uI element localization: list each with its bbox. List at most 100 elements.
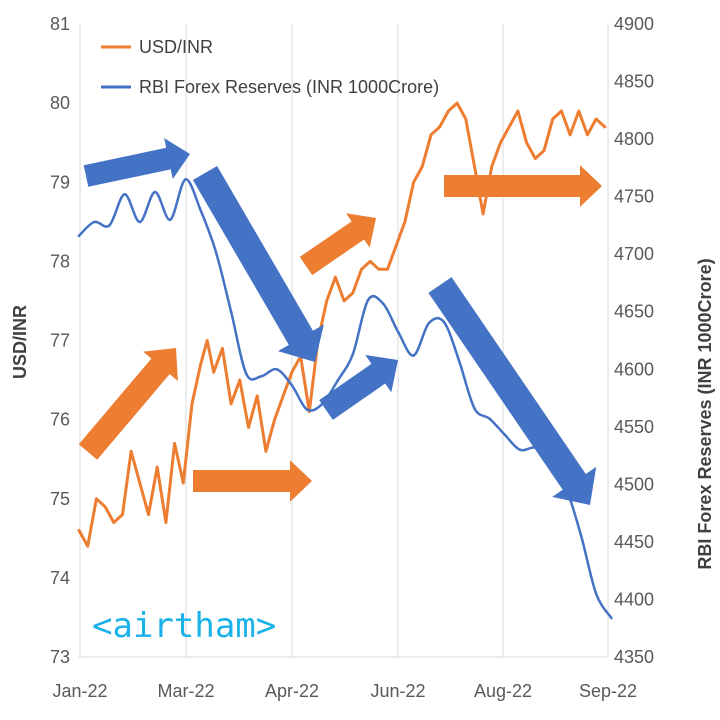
data-point-usd-inr (551, 117, 554, 121)
data-point-usd-inr (264, 450, 268, 453)
data-point-usd-inr (481, 212, 485, 216)
y-right-tick-label: 4500 (614, 474, 654, 494)
data-point-forex (397, 331, 400, 334)
data-point-usd-inr (238, 378, 242, 382)
data-point-usd-inr (594, 117, 598, 121)
data-point-forex (229, 310, 233, 314)
data-point-usd-inr (542, 149, 546, 152)
data-point-usd-inr (516, 109, 520, 113)
y-left-tick-label: 76 (50, 410, 70, 430)
data-point-usd-inr (173, 442, 176, 445)
data-point-forex (579, 533, 583, 537)
data-point-forex (610, 616, 613, 620)
series-line-usd-inr (77, 101, 607, 548)
y-left-tick-label: 73 (50, 647, 70, 667)
data-point-forex (123, 193, 126, 196)
y-right-tick-label: 4800 (614, 129, 654, 149)
data-point-forex (305, 408, 309, 411)
y-left-tick-label: 80 (50, 93, 70, 113)
y-left-tick-label: 78 (50, 251, 70, 271)
left-axis-title: USD/INR (10, 305, 30, 379)
data-point-usd-inr (155, 465, 159, 469)
x-tick-label: Mar-22 (157, 681, 214, 701)
annotation-arrow-orange (78, 348, 178, 460)
annotation-arrow-orange (193, 460, 312, 502)
data-point-forex (138, 220, 142, 224)
data-point-forex (214, 250, 218, 254)
data-point-usd-inr (360, 268, 363, 271)
data-point-usd-inr (129, 450, 133, 453)
data-point-usd-inr (77, 529, 81, 532)
data-point-usd-inr (147, 513, 150, 516)
annotation-arrow-blue (192, 165, 324, 362)
data-point-usd-inr (386, 268, 389, 271)
legend-label-forex: RBI Forex Reserves (INR 1000Crore) (139, 77, 439, 97)
data-point-forex (199, 209, 202, 212)
right-axis-title: RBI Forex Reserves (INR 1000Crore) (695, 258, 715, 569)
data-point-usd-inr (534, 157, 537, 160)
x-tick-label: Jun-22 (370, 681, 425, 701)
y-left-tick-label: 77 (50, 331, 70, 351)
annotation-arrows (78, 138, 602, 505)
legend-label-usd-inr: USD/INR (139, 37, 213, 57)
data-point-usd-inr (255, 394, 259, 398)
data-point-usd-inr (247, 426, 250, 429)
data-point-forex (442, 320, 446, 324)
data-point-forex (92, 220, 96, 224)
data-point-usd-inr (473, 165, 476, 168)
annotation-arrow-blue (428, 277, 597, 505)
data-point-usd-inr (205, 339, 209, 342)
annotation-arrow-blue (319, 354, 398, 420)
data-point-forex (108, 224, 111, 227)
data-point-usd-inr (421, 165, 424, 168)
data-point-usd-inr (429, 133, 433, 137)
data-point-usd-inr (568, 133, 572, 137)
data-point-usd-inr (290, 370, 294, 374)
data-point-usd-inr (351, 291, 355, 295)
data-point-forex (427, 321, 431, 325)
y-left-tick-label: 81 (50, 14, 70, 34)
right-axis-ticks: 4350 4400 4450 4500 4550 4600 4650 4700 4750 4800… (614, 14, 654, 667)
data-point-usd-inr (121, 513, 124, 516)
y-right-tick-label: 4350 (614, 647, 654, 667)
data-point-forex (169, 218, 172, 221)
data-point-usd-inr (112, 521, 116, 524)
y-right-tick-label: 4650 (614, 302, 654, 322)
data-point-usd-inr (447, 109, 450, 113)
data-point-usd-inr (229, 402, 233, 406)
y-right-tick-label: 4700 (614, 244, 654, 264)
data-point-usd-inr (377, 268, 381, 271)
data-point-usd-inr (412, 181, 415, 184)
y-right-tick-label: 4450 (614, 532, 654, 552)
data-point-forex (336, 379, 339, 383)
data-point-usd-inr (86, 544, 89, 548)
data-point-usd-inr (281, 394, 285, 398)
data-point-forex (518, 448, 522, 452)
data-point-usd-inr (394, 244, 398, 247)
y-right-tick-label: 4750 (614, 187, 654, 207)
watermark-logo: <airtham> (92, 606, 276, 646)
data-point-usd-inr (342, 299, 346, 303)
data-point-usd-inr (464, 117, 468, 121)
data-point-forex (457, 359, 461, 363)
data-point-forex (184, 178, 187, 181)
data-point-usd-inr (490, 165, 494, 168)
annotation-arrow-blue (83, 138, 191, 187)
legend: USD/INR RBI Forex Reserves (INR 1000Cror… (101, 37, 439, 97)
y-right-tick-label: 4600 (614, 359, 654, 379)
data-point-usd-inr (334, 275, 337, 279)
x-axis-ticks: Jan-22 Mar-22 Apr-22 Jun-22 Aug-22 Sep-22 (52, 681, 637, 701)
data-point-usd-inr (212, 370, 215, 374)
data-point-usd-inr (368, 260, 372, 263)
data-point-usd-inr (438, 125, 442, 129)
y-right-tick-label: 4400 (614, 589, 654, 609)
data-point-usd-inr (507, 125, 511, 129)
y-right-tick-label: 4550 (614, 417, 654, 437)
y-left-tick-label: 79 (50, 172, 70, 192)
annotation-arrow-orange (444, 165, 602, 207)
series-layer (77, 101, 613, 620)
left-axis-ticks: 73 74 75 76 77 78 79 80 81 (50, 14, 70, 667)
data-point-usd-inr (190, 402, 194, 406)
x-tick-label: Jan-22 (52, 681, 107, 701)
